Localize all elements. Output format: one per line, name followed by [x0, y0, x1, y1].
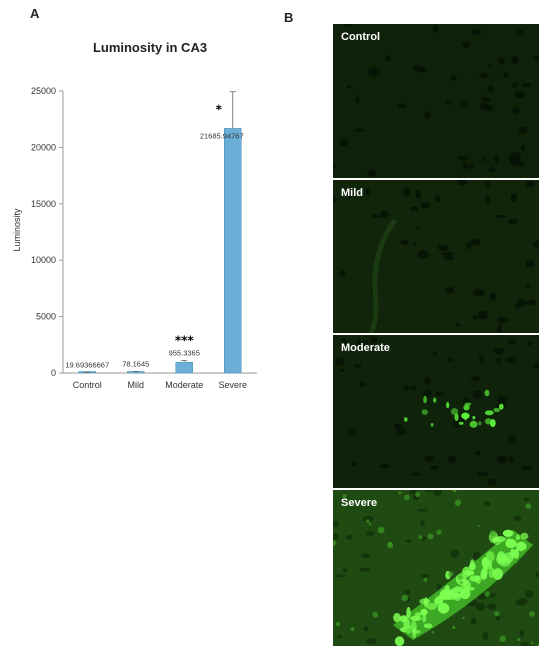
x-tick-label: Control	[73, 380, 102, 390]
x-tick-label: Mild	[127, 380, 144, 390]
micrograph-label: Mild	[341, 187, 363, 199]
micrograph-severe: Severe	[333, 490, 539, 646]
bar-moderate	[175, 361, 193, 374]
y-tick-label: 20000	[31, 142, 56, 152]
luminosity-bar-chart: Luminosity in CA3 Luminosity 0 5000 10000 1…	[12, 40, 257, 390]
significance-marker: ***	[175, 334, 195, 348]
data-label: 78.1645	[122, 359, 149, 368]
bar-severe	[224, 128, 242, 374]
x-tick-label: Moderate	[165, 380, 203, 390]
data-label: 21685.94767	[200, 131, 244, 140]
chart-title: Luminosity in CA3	[93, 40, 207, 55]
x-tick-label: Severe	[218, 380, 247, 390]
micrograph-label: Severe	[341, 497, 378, 509]
panel-a-letter: A	[30, 6, 40, 21]
fluorescence-image	[333, 24, 539, 178]
plot-area: 0 5000 10000 15000 20000 25000 19.69366667 Cont…	[31, 86, 257, 390]
micrograph-moderate: Moderate	[333, 335, 539, 488]
y-tick-label: 0	[51, 368, 56, 378]
fluorescence-image	[333, 180, 539, 333]
significance-marker: *	[216, 103, 223, 117]
y-axis-label: Luminosity	[12, 208, 22, 252]
data-label: 19.69366667	[65, 360, 109, 369]
micrograph-label: Moderate	[341, 342, 390, 354]
micrograph-mild: Mild	[333, 180, 539, 333]
fluorescence-image	[333, 335, 539, 488]
y-tick-label: 25000	[31, 86, 56, 96]
y-tick-label: 15000	[31, 199, 56, 209]
micrograph-label: Control	[341, 31, 381, 43]
fluorescence-image	[333, 490, 539, 646]
data-label: 955.3365	[169, 349, 200, 358]
panel-b-letter: B	[284, 10, 294, 25]
y-tick-label: 5000	[36, 312, 56, 322]
y-tick-label: 10000	[31, 255, 56, 265]
micrograph-control: Control	[333, 24, 539, 178]
